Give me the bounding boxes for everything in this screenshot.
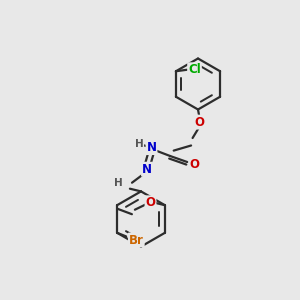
Text: N: N	[146, 141, 157, 154]
Text: O: O	[146, 196, 155, 209]
Text: N: N	[142, 163, 152, 176]
Text: O: O	[190, 158, 200, 172]
Text: Cl: Cl	[188, 63, 201, 76]
Text: O: O	[194, 116, 205, 129]
Text: Br: Br	[129, 233, 144, 247]
Text: H: H	[134, 139, 143, 149]
Text: H: H	[114, 178, 123, 188]
